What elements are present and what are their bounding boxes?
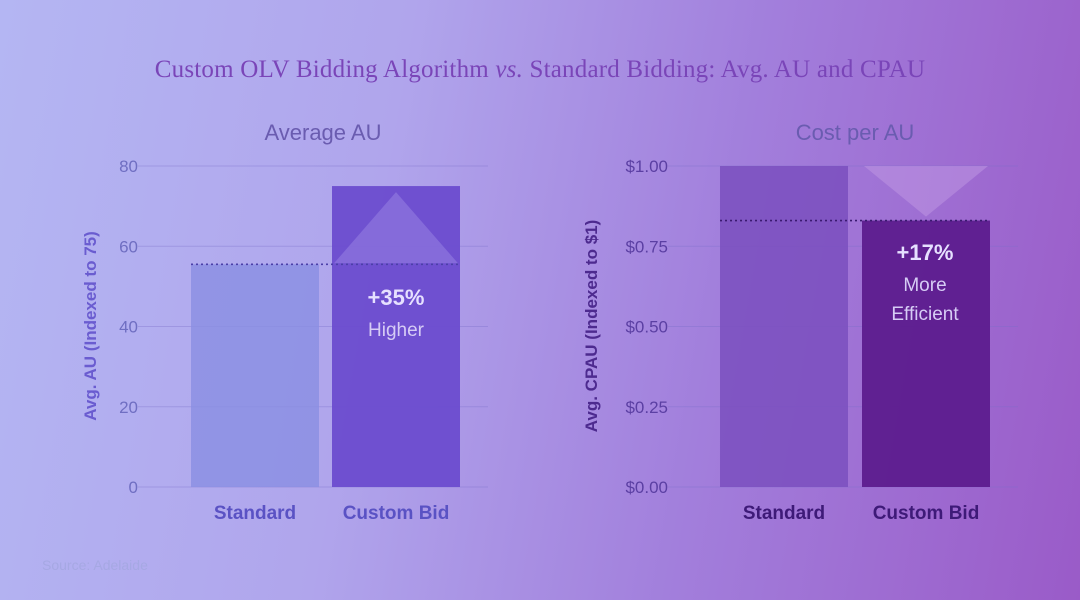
right-annotation-value: +17%: [897, 240, 954, 265]
left-y-tick-label: 60: [119, 237, 138, 256]
right-annotation-line-2: Efficient: [891, 304, 959, 325]
left-bar-standard: [191, 264, 319, 487]
chart-title: Custom OLV Bidding Algorithm vs. Standar…: [0, 56, 1080, 84]
left-y-tick-label: 40: [119, 318, 138, 337]
right-chart: Cost per AU $0.00 $0.25 $0.50 $0.75 $1.00 Av…: [582, 120, 1018, 524]
left-y-ticks: 0 20 40 60 80: [119, 157, 138, 497]
source-note: Source: Adelaide: [42, 557, 148, 573]
right-bar-custom-bid: [862, 220, 990, 487]
right-y-tick-label: $1.00: [625, 157, 668, 176]
left-annotation-value: +35%: [368, 285, 425, 310]
left-bar-custom-bid: [332, 186, 460, 487]
left-annotation-text: Higher: [368, 320, 425, 341]
right-y-axis-label: Avg. CPAU (Indexed to $1): [582, 220, 601, 433]
left-y-tick-label: 20: [119, 398, 138, 417]
right-annotation-line-1: More: [903, 275, 946, 296]
left-chart-subtitle: Average AU: [264, 120, 381, 145]
left-chart: Average AU 0 20 40 60 80 Avg. AU (Indexed to…: [81, 120, 488, 524]
title-part-1: Custom OLV Bidding Algorithm: [154, 56, 496, 83]
right-y-tick-label: $0.50: [625, 318, 668, 337]
right-y-tick-label: $0.75: [625, 237, 668, 256]
title-vs: vs.: [495, 56, 524, 83]
left-up-arrow-icon: [334, 192, 458, 264]
right-y-ticks: $0.00 $0.25 $0.50 $0.75 $1.00: [625, 157, 668, 497]
title-part-2: Standard Bidding: Avg. AU and CPAU: [523, 56, 926, 83]
right-down-arrow-icon: [864, 166, 988, 217]
right-y-tick-label: $0.00: [625, 478, 668, 497]
right-y-tick-label: $0.25: [625, 398, 668, 417]
left-category-standard: Standard: [214, 503, 296, 524]
left-y-tick-label: 0: [129, 478, 138, 497]
right-category-custom-bid: Custom Bid: [873, 503, 980, 524]
left-y-axis-label: Avg. AU (Indexed to 75): [81, 231, 100, 421]
right-bar-standard: [720, 166, 848, 487]
right-chart-subtitle: Cost per AU: [796, 120, 915, 145]
right-category-standard: Standard: [743, 503, 825, 524]
left-category-custom-bid: Custom Bid: [343, 503, 450, 524]
left-y-tick-label: 80: [119, 157, 138, 176]
